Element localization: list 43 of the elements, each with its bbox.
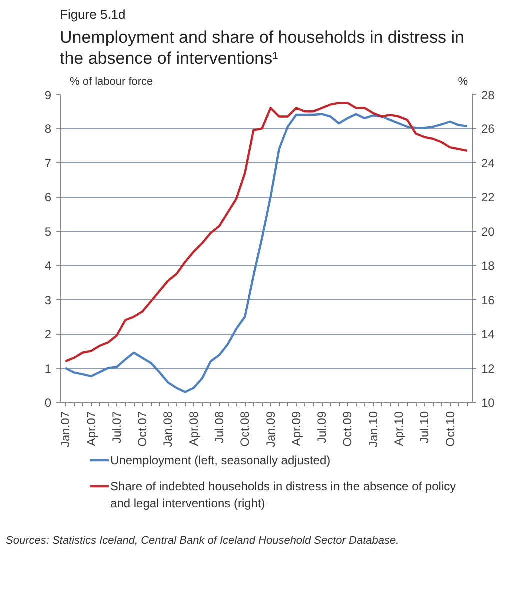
chart-subtitle: Figure 5.1d bbox=[60, 6, 127, 24]
x-tick-label: Oct.10 bbox=[443, 412, 458, 448]
y-tick-label: 6 bbox=[44, 191, 52, 206]
y-tick-label: 1 bbox=[44, 362, 52, 376]
legend-label: Unemployment (left, seasonally adjusted) bbox=[110, 454, 331, 468]
y2-tick-label: 12 bbox=[482, 362, 496, 376]
x-tick-label: Jul.09 bbox=[315, 412, 330, 444]
x-tick-label: Apr.07 bbox=[84, 412, 98, 447]
y2-tick-label: 24 bbox=[482, 156, 496, 171]
x-tick-label: Jul.08 bbox=[212, 412, 226, 444]
y-tick-label: 8 bbox=[44, 122, 52, 137]
y2-tick-label: 16 bbox=[482, 294, 496, 308]
y-tick-label: 9 bbox=[44, 88, 52, 103]
x-tick-label: Jan.10 bbox=[366, 412, 380, 448]
y2-tick-label: 22 bbox=[482, 191, 496, 206]
x-tick-label: Oct.09 bbox=[340, 412, 355, 448]
y-tick-label: 0 bbox=[44, 396, 52, 410]
y-tick-label: 2 bbox=[44, 328, 52, 342]
y2-axis-title: % bbox=[458, 74, 468, 90]
x-tick-label: Jan.09 bbox=[264, 412, 278, 448]
y-tick-label: 7 bbox=[44, 156, 52, 171]
y2-tick-label: 20 bbox=[482, 225, 496, 240]
x-tick-label: Oct.08 bbox=[238, 412, 252, 448]
y2-tick-label: 26 bbox=[482, 122, 496, 137]
y2-tick-label: 28 bbox=[482, 88, 496, 103]
x-tick-label: Jul.07 bbox=[110, 412, 124, 444]
chart-title: Unemployment and share of households in distress in the absence of interventions¹ bbox=[60, 26, 466, 69]
x-tick-label: Apr.10 bbox=[392, 412, 406, 447]
x-tick-label: Oct.07 bbox=[136, 412, 150, 448]
y2-tick-label: 10 bbox=[482, 396, 496, 410]
y2-tick-label: 14 bbox=[482, 328, 496, 342]
source-note: Sources: Statistics Iceland, Central Bank of Iceland Household Sector Database. bbox=[6, 534, 400, 550]
x-tick-label: Jan.07 bbox=[58, 412, 73, 448]
y-axis-title: % of labour force bbox=[70, 74, 154, 90]
x-tick-label: Apr.09 bbox=[289, 412, 304, 447]
x-tick-label: Apr.08 bbox=[186, 412, 201, 447]
y-tick-label: 3 bbox=[44, 294, 52, 308]
x-tick-label: Jul.10 bbox=[418, 412, 432, 444]
legend-label: Share of indebted households in distress in the absence of policy and legal interventions (right) bbox=[110, 480, 456, 511]
y-tick-label: 5 bbox=[44, 225, 52, 240]
x-tick-label: Jan.08 bbox=[161, 412, 176, 448]
y2-tick-label: 18 bbox=[482, 260, 496, 274]
y-tick-label: 4 bbox=[44, 260, 52, 274]
